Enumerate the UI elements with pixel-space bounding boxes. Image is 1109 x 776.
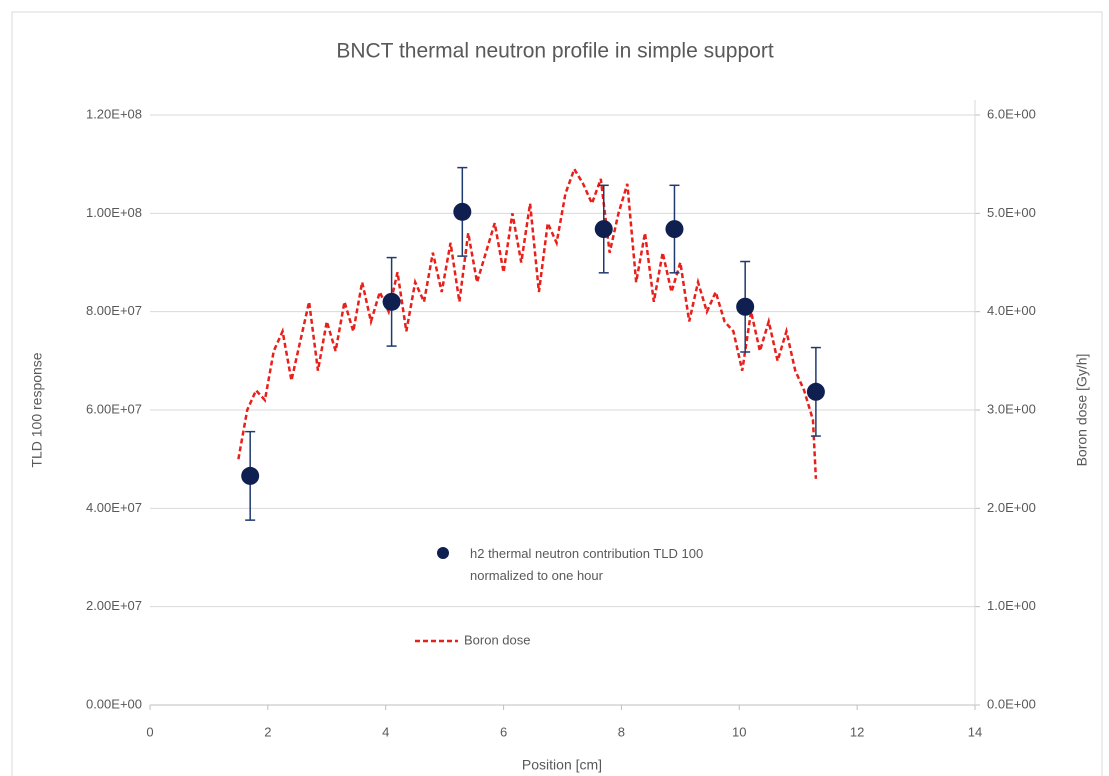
- y2-tick-label: 6.0E+00: [987, 106, 1036, 121]
- data-point: [806, 382, 825, 401]
- data-point: [594, 220, 613, 239]
- y-tick-label: 0.00E+00: [86, 696, 142, 711]
- y2-tick-label: 3.0E+00: [987, 401, 1036, 416]
- x-tick-label: 6: [500, 724, 507, 739]
- chart-title: BNCT thermal neutron profile in simple s…: [336, 40, 773, 63]
- x-tick-label: 14: [968, 724, 982, 739]
- y2-tick-label: 5.0E+00: [987, 205, 1036, 220]
- legend-label: h2 thermal neutron contribution TLD 100 …: [470, 546, 704, 583]
- y2-tick-label: 2.0E+00: [987, 500, 1036, 515]
- x-tick-label: 2: [264, 724, 271, 739]
- data-point: [736, 297, 755, 316]
- legend-marker: [437, 547, 449, 559]
- y-tick-label: 6.00E+07: [86, 401, 142, 416]
- y-tick-label: 4.00E+07: [86, 500, 142, 515]
- x-axis-label: Position [cm]: [522, 757, 602, 773]
- y2-axis-label: Boron dose [Gy/h]: [1074, 354, 1090, 467]
- x-tick-label: 8: [618, 724, 625, 739]
- data-line: [237, 166, 818, 479]
- y-tick-label: 1.20E+08: [86, 106, 142, 121]
- data-point: [382, 292, 401, 311]
- x-tick-label: 4: [382, 724, 389, 739]
- data-point: [241, 466, 260, 485]
- y2-tick-label: 0.0E+00: [987, 696, 1036, 711]
- y-tick-label: 1.00E+08: [86, 205, 142, 220]
- x-tick-label: 12: [850, 724, 864, 739]
- y2-tick-label: 4.0E+00: [987, 303, 1036, 318]
- chart-border: [11, 11, 1103, 776]
- x-tick-label: 10: [732, 724, 746, 739]
- data-point: [453, 202, 472, 221]
- y-tick-label: 8.00E+07: [86, 303, 142, 318]
- y-axis-label: TLD 100 response: [29, 352, 45, 467]
- x-tick-label: 0: [146, 724, 153, 739]
- data-point: [665, 220, 684, 239]
- legend-label: Boron dose: [464, 632, 531, 647]
- y-tick-label: 2.00E+07: [86, 598, 142, 613]
- y2-tick-label: 1.0E+00: [987, 598, 1036, 613]
